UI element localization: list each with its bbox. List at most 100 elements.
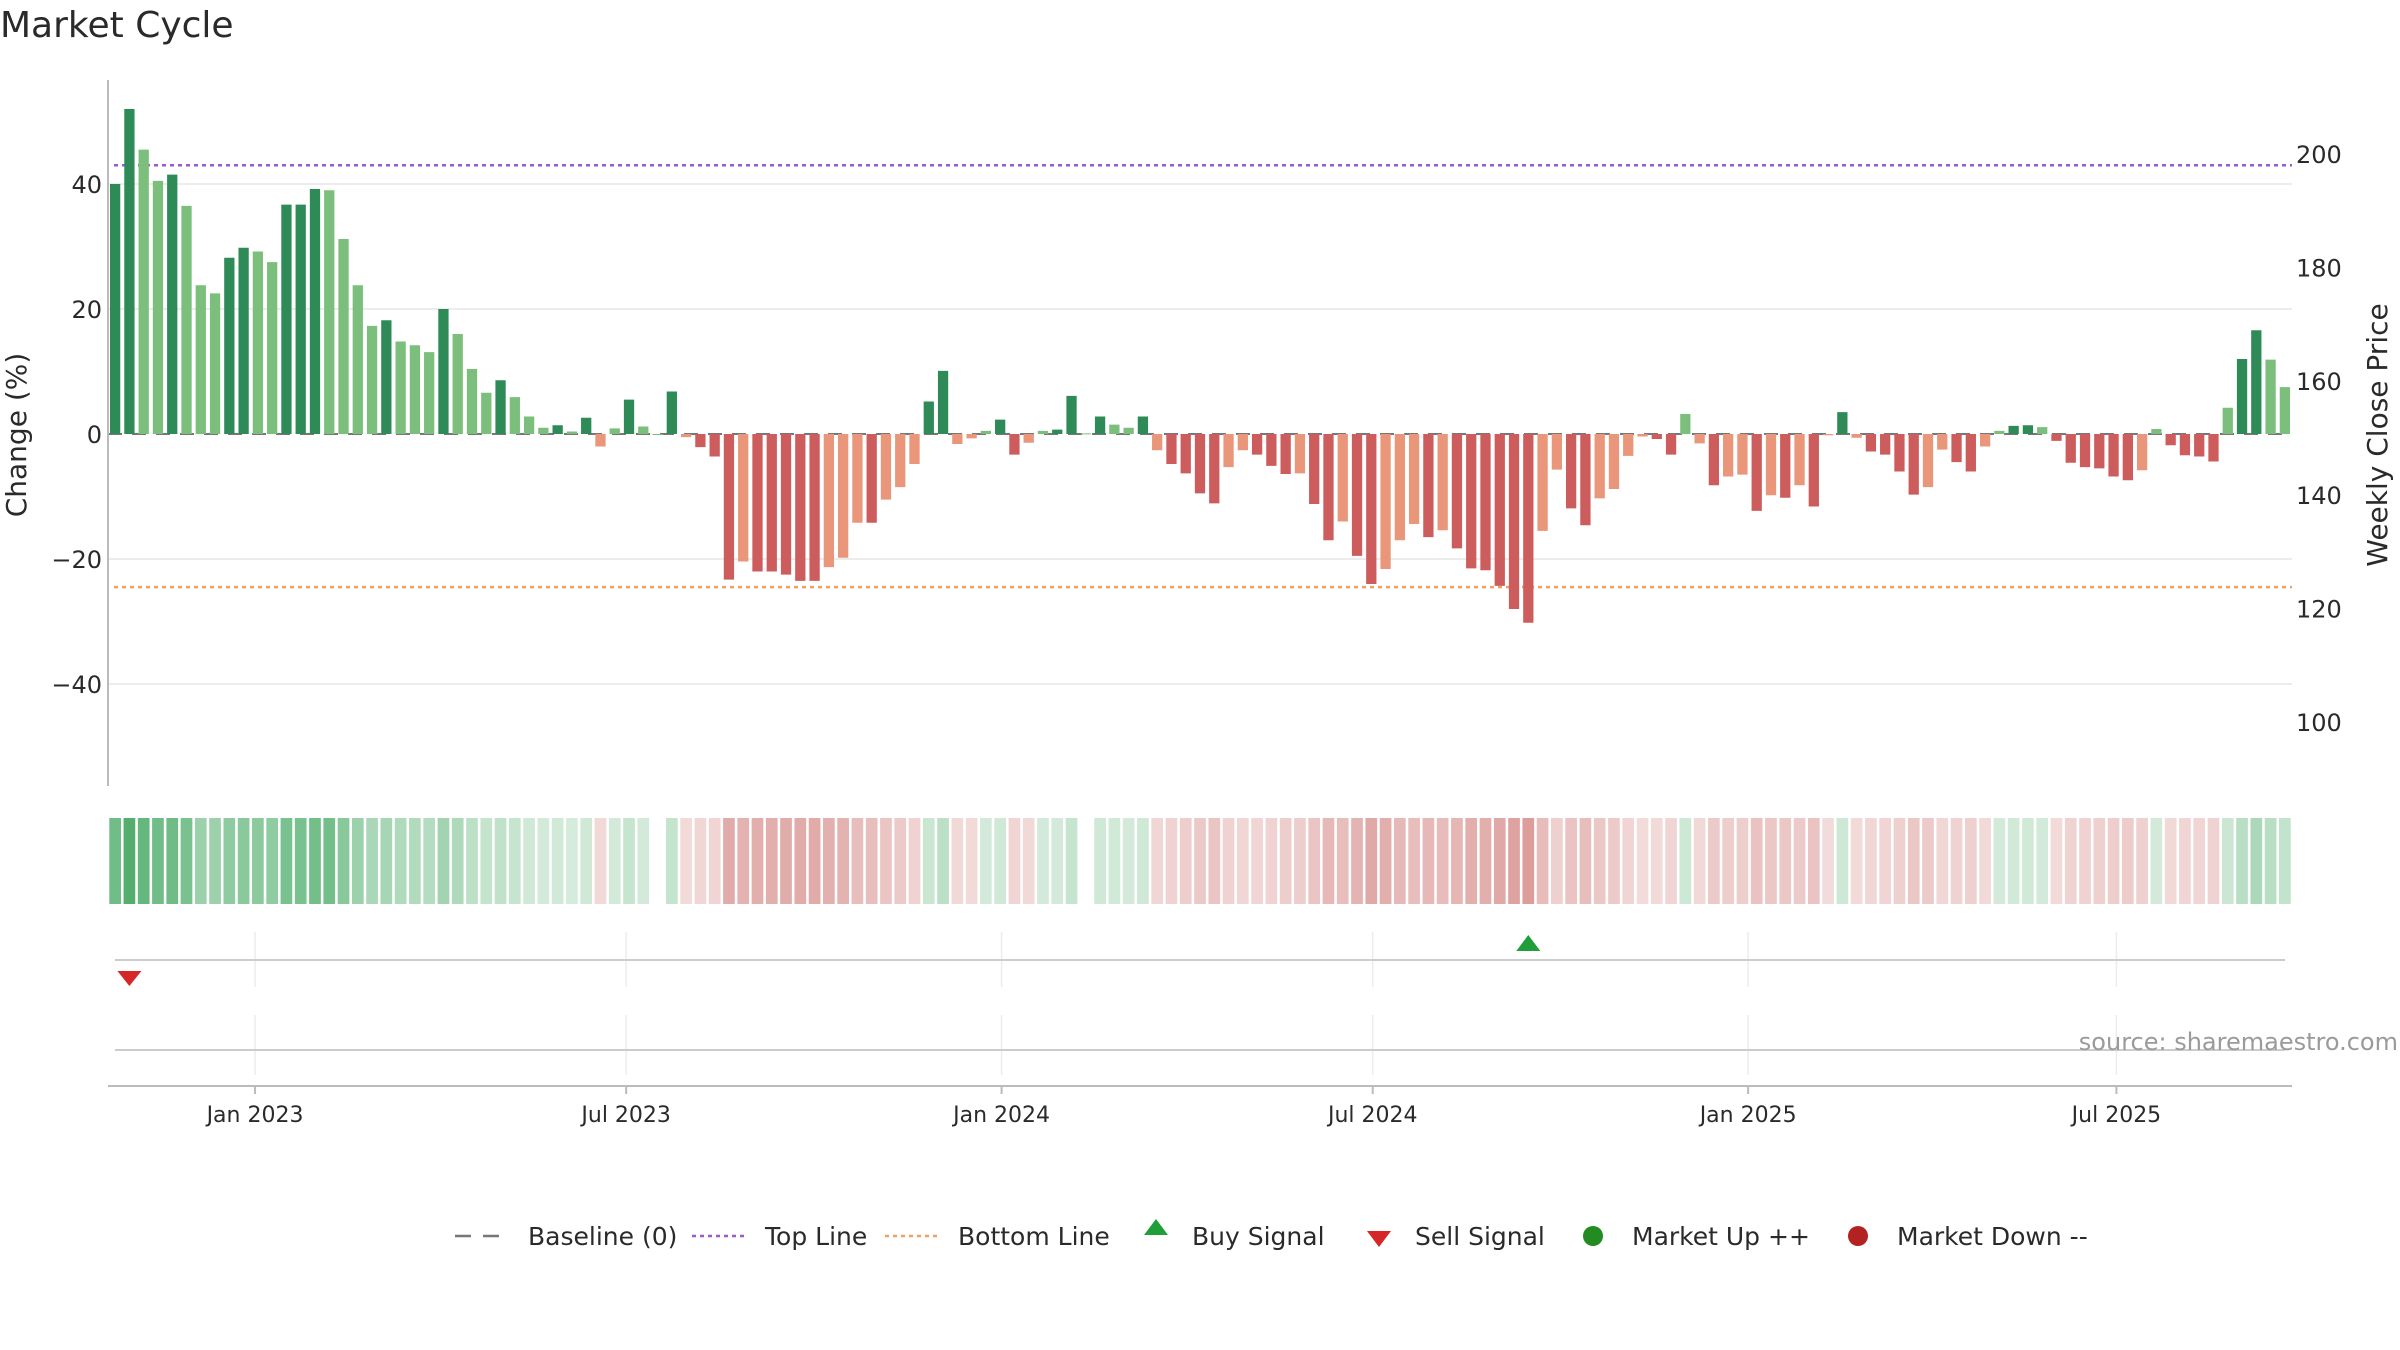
- change-bar: [424, 352, 435, 434]
- strip-cell: [751, 818, 764, 904]
- strip-cell: [566, 818, 578, 904]
- x-tick-label: Jul 2024: [1326, 1103, 1418, 1128]
- change-bar: [1351, 434, 1363, 556]
- change-bar: [1680, 414, 1691, 434]
- change-bar: [1580, 434, 1591, 526]
- legend-item: Bottom Line: [885, 1222, 1110, 1251]
- change-bar: [823, 434, 835, 568]
- change-bar: [1380, 434, 1391, 569]
- strip-cell: [1137, 818, 1149, 904]
- change-bar: [1537, 434, 1548, 531]
- strip-cell: [737, 818, 750, 904]
- legend-item: Market Down --: [1848, 1222, 2088, 1251]
- change-bar: [438, 309, 449, 434]
- strip-cell: [1708, 818, 1720, 904]
- change-bar: [1780, 434, 1791, 498]
- change-bar: [2151, 429, 2162, 434]
- strip-cell: [194, 818, 207, 904]
- strip-cell: [780, 818, 792, 904]
- change-bar: [595, 434, 606, 447]
- reference-lines: [108, 164, 2292, 589]
- strip-cell: [494, 818, 507, 904]
- strip-cell: [2150, 818, 2163, 904]
- strip-cell: [1907, 818, 1920, 904]
- change-bar: [2136, 434, 2148, 471]
- change-bar: [852, 434, 863, 523]
- strip-cell: [1308, 818, 1321, 904]
- strip-cell: [794, 818, 807, 904]
- change-bar: [1508, 434, 1520, 609]
- strip-cell: [1294, 818, 1306, 904]
- strip-cell: [1351, 818, 1363, 904]
- strip-cell: [1964, 818, 1977, 904]
- strip-cell: [965, 818, 978, 904]
- change-bar: [1623, 434, 1634, 456]
- change-bar: [1437, 434, 1448, 531]
- strip-cell: [537, 818, 550, 904]
- strip-cell: [808, 818, 821, 904]
- strip-cell: [1179, 818, 1192, 904]
- strip-cell: [2107, 818, 2120, 904]
- change-bar: [1894, 434, 1905, 472]
- change-bar: [980, 430, 992, 434]
- strip-cell: [2279, 818, 2291, 904]
- strip-cell: [1922, 818, 1934, 904]
- change-bar: [1166, 434, 1177, 464]
- change-bar: [2251, 330, 2262, 434]
- strip-cell: [1536, 818, 1549, 904]
- change-bar: [552, 425, 563, 434]
- legend-item: Top Line: [692, 1222, 867, 1251]
- strip-cell: [1636, 818, 1649, 904]
- strip-cell: [266, 818, 279, 904]
- change-bar: [1423, 434, 1434, 538]
- change-bar: [680, 434, 692, 438]
- right-tick-label: 120: [2296, 595, 2342, 623]
- strip-cell: [2093, 818, 2106, 904]
- strip-cell: [1194, 818, 1206, 904]
- strip-cell: [623, 818, 635, 904]
- strip-cell: [223, 818, 236, 904]
- change-bar: [152, 180, 164, 434]
- change-bar: [1651, 434, 1662, 439]
- strip-cell: [1422, 818, 1435, 904]
- strip-cell: [1479, 818, 1492, 904]
- strip-cell: [137, 818, 150, 904]
- strip-cell: [851, 818, 864, 904]
- change-bar: [2165, 434, 2176, 446]
- strip-cell: [323, 818, 336, 904]
- strip-cell: [1508, 818, 1520, 904]
- right-tick-label: 180: [2296, 255, 2342, 283]
- change-bar: [381, 320, 392, 434]
- strip-cell: [652, 818, 664, 904]
- strip-cell: [423, 818, 436, 904]
- legend-label: Buy Signal: [1192, 1222, 1325, 1251]
- change-bar: [209, 293, 221, 434]
- strip-cell: [1151, 818, 1164, 904]
- change-bar: [1223, 434, 1234, 468]
- change-bar: [1309, 434, 1320, 504]
- change-bar: [252, 251, 264, 434]
- strip-cell: [1251, 818, 1263, 904]
- change-bar: [1080, 433, 1091, 435]
- strip-cell: [2236, 818, 2248, 904]
- change-bar: [666, 391, 677, 434]
- change-bar: [452, 334, 463, 434]
- change-bar: [581, 417, 592, 434]
- change-bar: [352, 285, 363, 434]
- change-bar: [466, 369, 478, 434]
- change-bar: [409, 345, 421, 434]
- strip-cell: [294, 818, 307, 904]
- strip-cell: [1322, 818, 1335, 904]
- change-bar: [1280, 434, 1291, 474]
- strip-cell: [1265, 818, 1278, 904]
- change-bar: [995, 419, 1006, 434]
- strip-cell: [380, 818, 393, 904]
- change-bar: [2008, 425, 2019, 434]
- strip-cell: [665, 818, 678, 904]
- change-bar: [1194, 434, 1206, 494]
- change-bar: [366, 325, 378, 434]
- change-bar: [395, 341, 406, 434]
- strip-cell: [937, 818, 949, 904]
- change-bar: [1109, 424, 1120, 434]
- change-bar: [109, 184, 121, 434]
